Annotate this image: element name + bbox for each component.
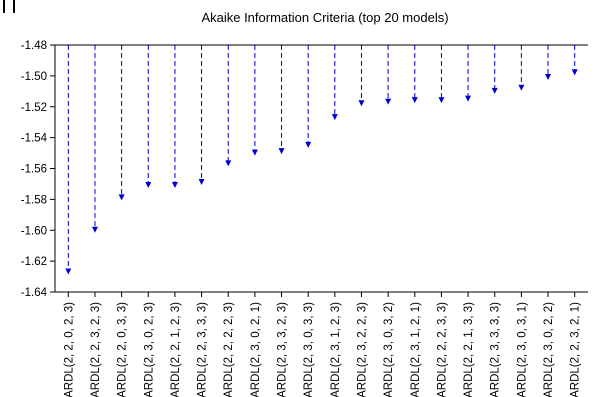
category-label: ARDL(2, 2, 0, 2, 3)	[63, 302, 75, 397]
category-label: ARDL(2, 3, 0, 2, 3)	[143, 302, 155, 397]
value-marker	[225, 160, 232, 167]
value-marker	[545, 73, 552, 80]
value-marker	[145, 182, 152, 189]
chart-title: Akaike Information Criteria (top 20 mode…	[201, 10, 448, 25]
series-group	[65, 45, 578, 275]
value-marker	[411, 97, 418, 104]
y-tick-label: -1.64	[21, 287, 48, 299]
category-label: ARDL(2, 3, 1, 2, 1)	[410, 302, 422, 397]
value-marker	[171, 182, 178, 189]
value-marker	[385, 98, 392, 105]
y-tick-label: -1.58	[21, 194, 47, 206]
category-label: ARDL(2, 2, 1, 3, 3)	[463, 302, 475, 397]
y-tick-label: -1.60	[21, 225, 47, 237]
y-tick-label: -1.54	[21, 133, 48, 145]
value-marker	[465, 95, 472, 102]
category-label: ARDL(2, 3, 3, 3, 3)	[490, 302, 502, 397]
x-axis: ARDL(2, 2, 0, 2, 3) ARDL(2, 2, 3, 2, 3) AR…	[63, 292, 582, 397]
category-label: ARDL(2, 3, 0, 2, 2)	[543, 302, 555, 397]
category-label: ARDL(2, 3, 0, 2, 1)	[250, 302, 262, 397]
category-label: ARDL(2, 3, 1, 2, 3)	[330, 302, 342, 397]
category-label: ARDL(2, 2, 0, 3, 3)	[117, 302, 129, 397]
y-tick-label: -1.50	[21, 71, 47, 83]
category-label: ARDL(2, 3, 3, 2, 3)	[277, 302, 289, 397]
category-label: ARDL(2, 3, 2, 2, 3)	[356, 302, 368, 397]
value-marker	[491, 87, 498, 94]
value-marker	[571, 69, 578, 76]
value-marker	[91, 226, 98, 233]
value-marker	[251, 149, 258, 156]
category-label: ARDL(2, 2, 3, 3, 3)	[197, 302, 209, 397]
value-marker	[278, 148, 285, 155]
category-label: ARDL(2, 3, 0, 3, 1)	[516, 302, 528, 397]
value-marker	[305, 141, 312, 148]
y-tick-label: -1.48	[21, 40, 47, 52]
category-label: ARDL(2, 3, 0, 3, 3)	[303, 302, 315, 397]
y-tick-label: -1.56	[21, 164, 47, 176]
category-label: ARDL(2, 3, 0, 3, 2)	[383, 302, 395, 397]
value-marker	[331, 114, 338, 121]
category-label: ARDL(2, 2, 2, 3, 3)	[436, 302, 448, 397]
value-marker	[65, 268, 72, 275]
value-marker	[198, 178, 205, 185]
value-marker	[518, 84, 525, 91]
plot-frame	[54, 44, 588, 293]
y-tick-label: -1.62	[21, 256, 47, 268]
value-marker	[118, 194, 125, 201]
value-marker	[358, 100, 365, 107]
category-label: ARDL(2, 2, 1, 2, 3)	[170, 302, 182, 397]
y-tick-label: -1.52	[21, 102, 47, 114]
value-marker	[438, 97, 445, 104]
category-label: ARDL(2, 2, 3, 2, 1)	[570, 302, 582, 397]
category-label: ARDL(2, 2, 2, 2, 3)	[223, 302, 235, 397]
category-label: ARDL(2, 2, 3, 2, 3)	[90, 302, 102, 397]
y-axis: -1.48 -1.50 -1.52 -1.54 -1.56 -1.58 -1.60 -1.62…	[21, 40, 55, 299]
corner-mark	[3, 0, 15, 13]
